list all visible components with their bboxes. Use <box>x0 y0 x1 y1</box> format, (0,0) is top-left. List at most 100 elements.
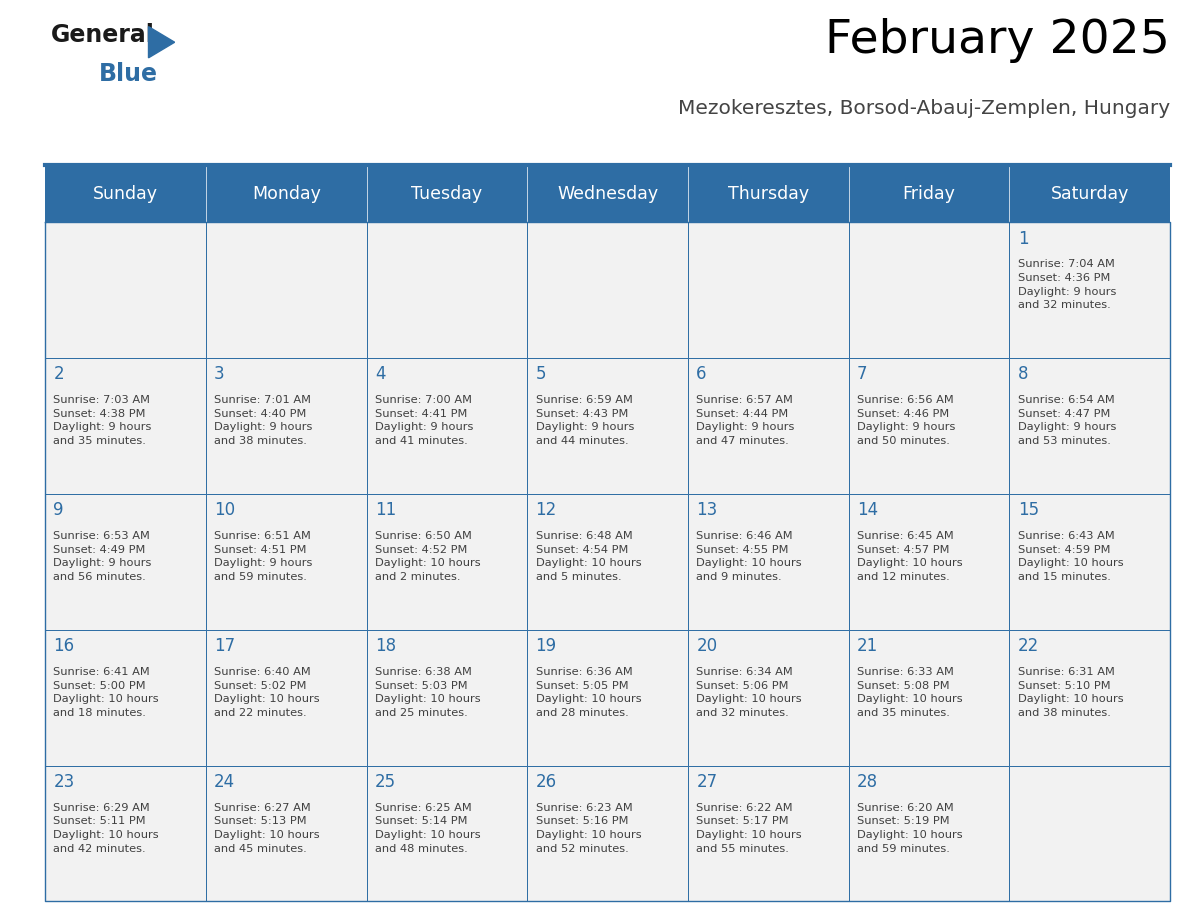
Text: Sunrise: 6:59 AM
Sunset: 4:43 PM
Daylight: 9 hours
and 44 minutes.: Sunrise: 6:59 AM Sunset: 4:43 PM Dayligh… <box>536 396 634 446</box>
Bar <box>45 222 206 358</box>
Text: Sunrise: 6:33 AM
Sunset: 5:08 PM
Daylight: 10 hours
and 35 minutes.: Sunrise: 6:33 AM Sunset: 5:08 PM Dayligh… <box>857 667 962 718</box>
Text: Sunrise: 6:56 AM
Sunset: 4:46 PM
Daylight: 9 hours
and 50 minutes.: Sunrise: 6:56 AM Sunset: 4:46 PM Dayligh… <box>857 396 955 446</box>
Bar <box>1010 630 1170 766</box>
Text: Blue: Blue <box>99 62 158 85</box>
Text: 3: 3 <box>214 365 225 384</box>
Text: Tuesday: Tuesday <box>411 185 482 203</box>
Text: Sunrise: 6:45 AM
Sunset: 4:57 PM
Daylight: 10 hours
and 12 minutes.: Sunrise: 6:45 AM Sunset: 4:57 PM Dayligh… <box>857 532 962 582</box>
Text: 5: 5 <box>536 365 546 384</box>
Text: Sunrise: 6:38 AM
Sunset: 5:03 PM
Daylight: 10 hours
and 25 minutes.: Sunrise: 6:38 AM Sunset: 5:03 PM Dayligh… <box>375 667 480 718</box>
Text: Sunrise: 6:34 AM
Sunset: 5:06 PM
Daylight: 10 hours
and 32 minutes.: Sunrise: 6:34 AM Sunset: 5:06 PM Dayligh… <box>696 667 802 718</box>
Bar <box>527 766 688 901</box>
Text: General: General <box>51 23 154 47</box>
Text: Sunrise: 6:20 AM
Sunset: 5:19 PM
Daylight: 10 hours
and 59 minutes.: Sunrise: 6:20 AM Sunset: 5:19 PM Dayligh… <box>857 803 962 854</box>
Bar <box>688 630 848 766</box>
Bar <box>688 222 848 358</box>
Text: 12: 12 <box>536 501 557 520</box>
Text: 2: 2 <box>53 365 64 384</box>
Text: Saturday: Saturday <box>1050 185 1129 203</box>
Text: 20: 20 <box>696 637 718 655</box>
Text: Friday: Friday <box>903 185 955 203</box>
Bar <box>527 494 688 630</box>
Bar <box>206 630 367 766</box>
Text: February 2025: February 2025 <box>826 18 1170 63</box>
Text: 18: 18 <box>375 637 396 655</box>
Text: Sunrise: 6:48 AM
Sunset: 4:54 PM
Daylight: 10 hours
and 5 minutes.: Sunrise: 6:48 AM Sunset: 4:54 PM Dayligh… <box>536 532 642 582</box>
Text: Sunrise: 6:22 AM
Sunset: 5:17 PM
Daylight: 10 hours
and 55 minutes.: Sunrise: 6:22 AM Sunset: 5:17 PM Dayligh… <box>696 803 802 854</box>
Bar <box>1010 222 1170 358</box>
Text: Sunrise: 7:03 AM
Sunset: 4:38 PM
Daylight: 9 hours
and 35 minutes.: Sunrise: 7:03 AM Sunset: 4:38 PM Dayligh… <box>53 396 152 446</box>
Text: 25: 25 <box>375 773 396 791</box>
Text: 28: 28 <box>857 773 878 791</box>
Text: Sunrise: 7:01 AM
Sunset: 4:40 PM
Daylight: 9 hours
and 38 minutes.: Sunrise: 7:01 AM Sunset: 4:40 PM Dayligh… <box>214 396 312 446</box>
Text: 13: 13 <box>696 501 718 520</box>
Text: Sunrise: 6:57 AM
Sunset: 4:44 PM
Daylight: 9 hours
and 47 minutes.: Sunrise: 6:57 AM Sunset: 4:44 PM Dayligh… <box>696 396 795 446</box>
Bar <box>848 222 1010 358</box>
Text: Sunrise: 6:40 AM
Sunset: 5:02 PM
Daylight: 10 hours
and 22 minutes.: Sunrise: 6:40 AM Sunset: 5:02 PM Dayligh… <box>214 667 320 718</box>
Text: 22: 22 <box>1018 637 1040 655</box>
Text: 19: 19 <box>536 637 557 655</box>
Text: 10: 10 <box>214 501 235 520</box>
Bar <box>206 494 367 630</box>
Text: 17: 17 <box>214 637 235 655</box>
Polygon shape <box>148 27 175 58</box>
Bar <box>848 358 1010 494</box>
Bar <box>527 222 688 358</box>
Text: 9: 9 <box>53 501 64 520</box>
Bar <box>45 766 206 901</box>
Bar <box>527 358 688 494</box>
Text: Thursday: Thursday <box>728 185 809 203</box>
Text: 26: 26 <box>536 773 557 791</box>
Bar <box>206 222 367 358</box>
Text: Sunrise: 6:27 AM
Sunset: 5:13 PM
Daylight: 10 hours
and 45 minutes.: Sunrise: 6:27 AM Sunset: 5:13 PM Dayligh… <box>214 803 320 854</box>
Text: 15: 15 <box>1018 501 1038 520</box>
Bar <box>848 630 1010 766</box>
Text: Sunrise: 6:29 AM
Sunset: 5:11 PM
Daylight: 10 hours
and 42 minutes.: Sunrise: 6:29 AM Sunset: 5:11 PM Dayligh… <box>53 803 159 854</box>
Bar <box>45 630 206 766</box>
Text: 27: 27 <box>696 773 718 791</box>
Text: 4: 4 <box>375 365 385 384</box>
Text: Sunrise: 6:50 AM
Sunset: 4:52 PM
Daylight: 10 hours
and 2 minutes.: Sunrise: 6:50 AM Sunset: 4:52 PM Dayligh… <box>375 532 480 582</box>
Bar <box>1010 494 1170 630</box>
Text: 21: 21 <box>857 637 878 655</box>
Bar <box>527 630 688 766</box>
Text: 16: 16 <box>53 637 75 655</box>
Text: 8: 8 <box>1018 365 1029 384</box>
Text: Sunrise: 6:31 AM
Sunset: 5:10 PM
Daylight: 10 hours
and 38 minutes.: Sunrise: 6:31 AM Sunset: 5:10 PM Dayligh… <box>1018 667 1124 718</box>
Text: Sunrise: 6:23 AM
Sunset: 5:16 PM
Daylight: 10 hours
and 52 minutes.: Sunrise: 6:23 AM Sunset: 5:16 PM Dayligh… <box>536 803 642 854</box>
Bar <box>1010 358 1170 494</box>
Text: Wednesday: Wednesday <box>557 185 658 203</box>
Bar <box>367 222 527 358</box>
Text: Sunrise: 6:36 AM
Sunset: 5:05 PM
Daylight: 10 hours
and 28 minutes.: Sunrise: 6:36 AM Sunset: 5:05 PM Dayligh… <box>536 667 642 718</box>
Bar <box>367 358 527 494</box>
Bar <box>688 766 848 901</box>
Bar <box>688 494 848 630</box>
Text: Sunrise: 7:04 AM
Sunset: 4:36 PM
Daylight: 9 hours
and 32 minutes.: Sunrise: 7:04 AM Sunset: 4:36 PM Dayligh… <box>1018 260 1117 310</box>
Text: Sunrise: 6:53 AM
Sunset: 4:49 PM
Daylight: 9 hours
and 56 minutes.: Sunrise: 6:53 AM Sunset: 4:49 PM Dayligh… <box>53 532 152 582</box>
Text: Sunrise: 7:00 AM
Sunset: 4:41 PM
Daylight: 9 hours
and 41 minutes.: Sunrise: 7:00 AM Sunset: 4:41 PM Dayligh… <box>375 396 473 446</box>
Text: 23: 23 <box>53 773 75 791</box>
Text: Sunrise: 6:41 AM
Sunset: 5:00 PM
Daylight: 10 hours
and 18 minutes.: Sunrise: 6:41 AM Sunset: 5:00 PM Dayligh… <box>53 667 159 718</box>
Bar <box>848 494 1010 630</box>
Bar <box>848 766 1010 901</box>
Bar <box>45 494 206 630</box>
Bar <box>367 630 527 766</box>
Bar <box>367 494 527 630</box>
Bar <box>45 358 206 494</box>
Bar <box>206 766 367 901</box>
Text: Sunrise: 6:25 AM
Sunset: 5:14 PM
Daylight: 10 hours
and 48 minutes.: Sunrise: 6:25 AM Sunset: 5:14 PM Dayligh… <box>375 803 480 854</box>
Bar <box>367 766 527 901</box>
Text: Mezokeresztes, Borsod-Abauj-Zemplen, Hungary: Mezokeresztes, Borsod-Abauj-Zemplen, Hun… <box>678 99 1170 118</box>
Text: 14: 14 <box>857 501 878 520</box>
Text: Monday: Monday <box>252 185 321 203</box>
Text: 7: 7 <box>857 365 867 384</box>
Text: Sunday: Sunday <box>93 185 158 203</box>
Text: Sunrise: 6:46 AM
Sunset: 4:55 PM
Daylight: 10 hours
and 9 minutes.: Sunrise: 6:46 AM Sunset: 4:55 PM Dayligh… <box>696 532 802 582</box>
Text: Sunrise: 6:51 AM
Sunset: 4:51 PM
Daylight: 9 hours
and 59 minutes.: Sunrise: 6:51 AM Sunset: 4:51 PM Dayligh… <box>214 532 312 582</box>
Text: 11: 11 <box>375 501 396 520</box>
Text: 24: 24 <box>214 773 235 791</box>
Text: Sunrise: 6:54 AM
Sunset: 4:47 PM
Daylight: 9 hours
and 53 minutes.: Sunrise: 6:54 AM Sunset: 4:47 PM Dayligh… <box>1018 396 1117 446</box>
Text: 1: 1 <box>1018 230 1029 248</box>
Bar <box>45 165 1170 222</box>
Bar <box>206 358 367 494</box>
